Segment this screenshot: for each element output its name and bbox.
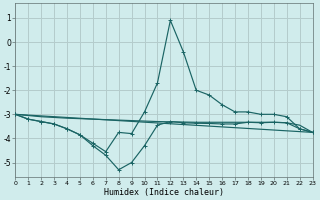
X-axis label: Humidex (Indice chaleur): Humidex (Indice chaleur) [104,188,224,197]
